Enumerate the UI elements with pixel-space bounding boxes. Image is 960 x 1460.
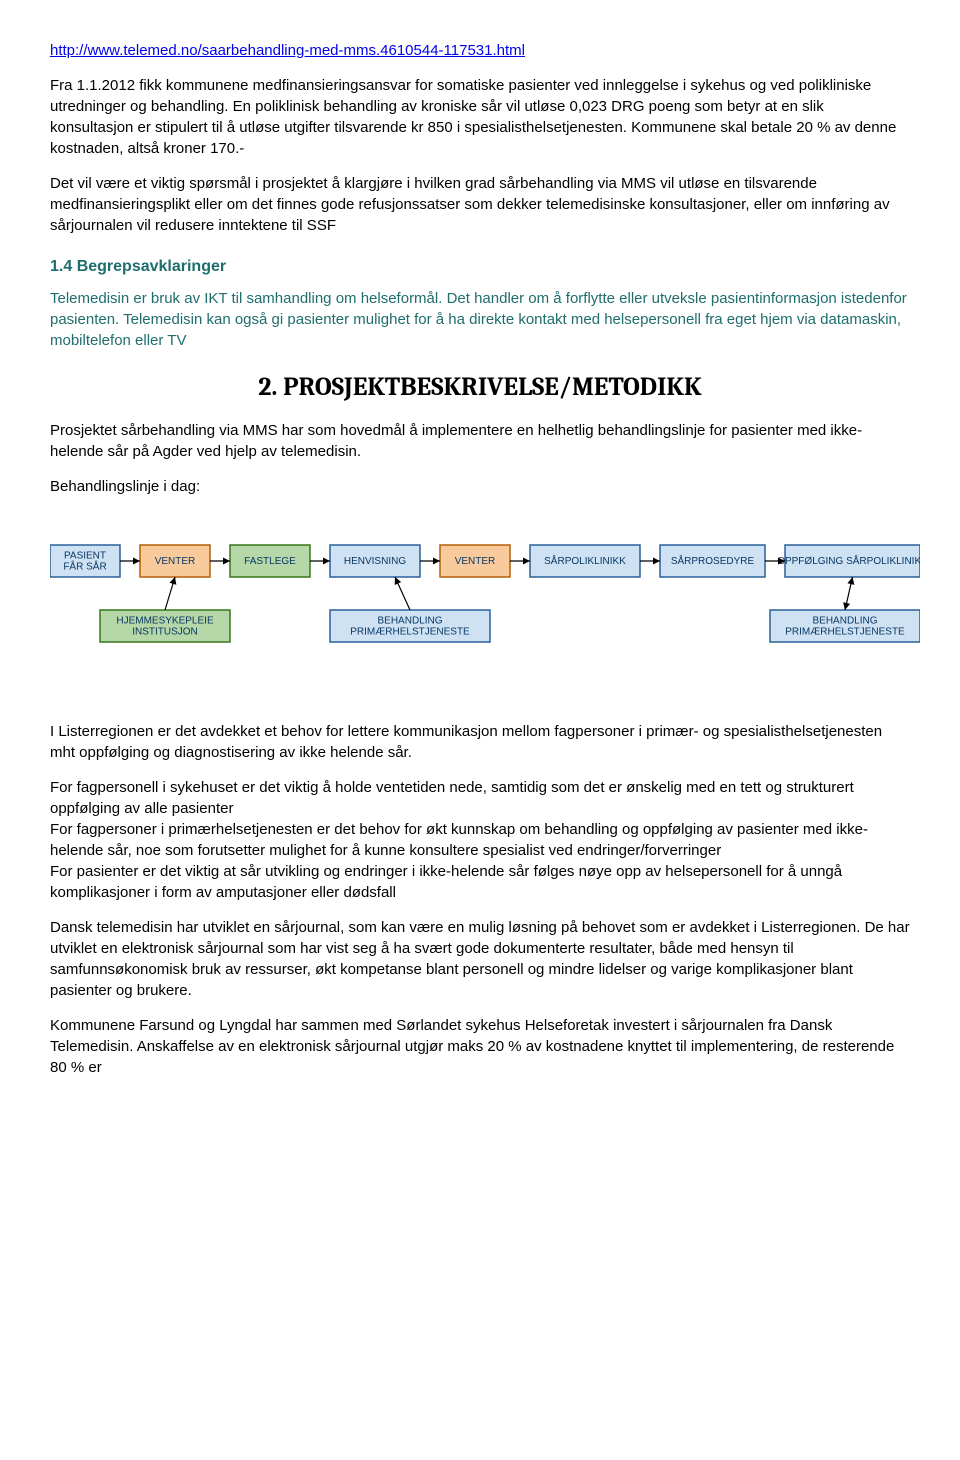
paragraph-7: For fagpersonell i sykehuset er det vikt… (50, 777, 910, 819)
svg-text:OPPFØLGING SÅRPOLIKLINIKK: OPPFØLGING SÅRPOLIKLINIKK (777, 554, 920, 567)
svg-text:VENTER: VENTER (155, 556, 196, 567)
paragraph-11: Kommunene Farsund og Lyngdal har sammen … (50, 1015, 910, 1078)
paragraph-6: I Listerregionen er det avdekket et beho… (50, 721, 910, 763)
paragraph-10: Dansk telemedisin har utviklet en sårjou… (50, 917, 910, 1001)
paragraph-2: Det vil være et viktig spørsmål i prosje… (50, 173, 910, 236)
svg-text:VENTER: VENTER (455, 556, 496, 567)
paragraph-3: Telemedisin er bruk av IKT til samhandli… (50, 288, 910, 351)
url-line: http://www.telemed.no/saarbehandling-med… (50, 40, 910, 61)
paragraph-4: Prosjektet sårbehandling via MMS har som… (50, 420, 910, 462)
source-url[interactable]: http://www.telemed.no/saarbehandling-med… (50, 42, 525, 59)
paragraph-5: Behandlingslinje i dag: (50, 476, 910, 497)
subheading-1-4: 1.4 Begrepsavklaringer (50, 256, 910, 278)
svg-text:PASIENTFÅR SÅR: PASIENTFÅR SÅR (63, 550, 106, 572)
flowchart: PASIENTFÅR SÅR VENTER FASTLEGE HENVISNING VE… (50, 515, 910, 691)
svg-text:SÅRPROSEDYRE: SÅRPROSEDYRE (671, 554, 755, 567)
svg-text:FASTLEGE: FASTLEGE (244, 556, 296, 567)
paragraph-9: For pasienter er det viktig at sår utvik… (50, 861, 910, 903)
svg-text:HENVISNING: HENVISNING (344, 556, 406, 567)
paragraph-1: Fra 1.1.2012 fikk kommunene medfinansier… (50, 75, 910, 159)
svg-text:SÅRPOLIKLINIKK: SÅRPOLIKLINIKK (544, 554, 626, 567)
section-2-heading: 2. PROSJEKTBESKRIVELSE/METODIKK (50, 369, 910, 405)
paragraph-8: For fagpersoner i primærhelsetjenesten e… (50, 819, 910, 861)
